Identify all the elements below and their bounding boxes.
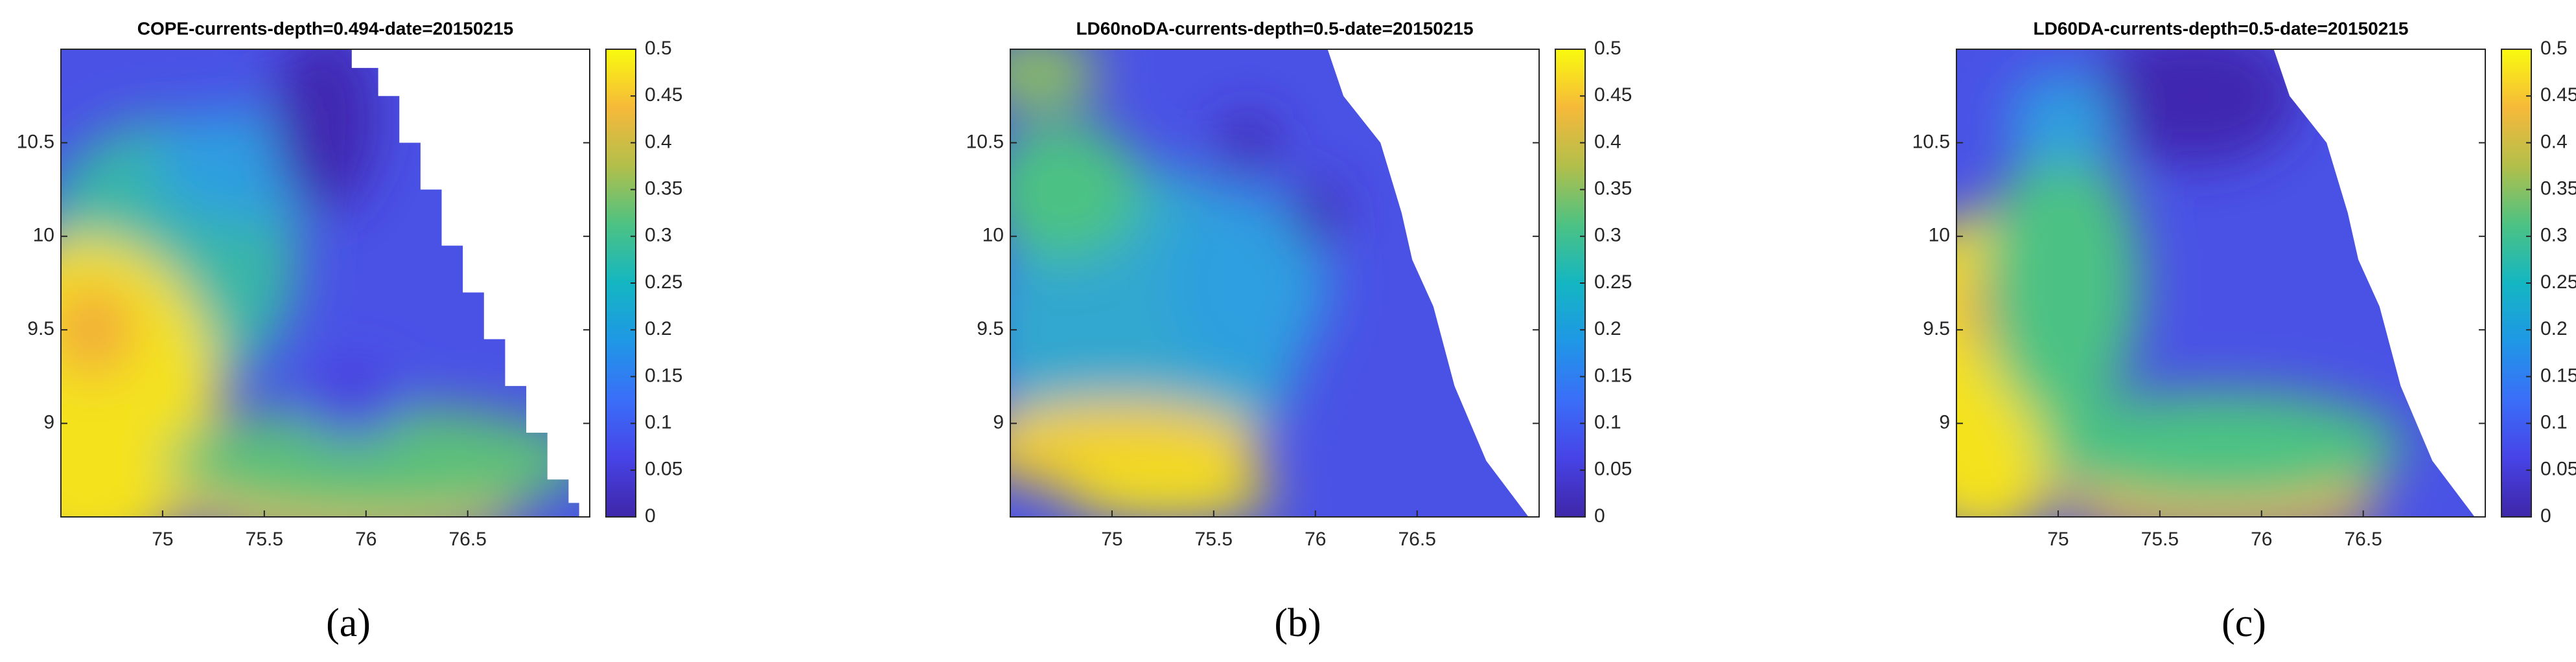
field-blobs: [61, 49, 590, 517]
colorbar-tick-label: 0.05: [645, 459, 682, 480]
colorbar-tick-label: 0: [2540, 505, 2551, 527]
colorbar-tick-label: 0.4: [2540, 131, 2568, 152]
y-tick-label: 9: [43, 412, 54, 433]
chart-title: LD60noDA-currents-depth=0.5-date=2015021…: [1076, 18, 1473, 38]
y-tick-label: 10: [982, 225, 1004, 246]
subfigure-label: (b): [1274, 601, 1321, 645]
colorbar-tick-label: 0.25: [1594, 271, 1632, 293]
colorbar-tick-label: 0.25: [645, 271, 682, 293]
axes-box: [1010, 49, 1540, 518]
y-tick-label: 9.5: [1923, 318, 1950, 339]
land: [2273, 49, 2485, 517]
x-tick-label: 76.5: [448, 529, 486, 550]
field-blob: [2089, 49, 2301, 166]
colorbar-tick-label: 0.15: [2540, 365, 2576, 386]
y-tick-label: 10.5: [1912, 131, 1950, 152]
field-blob: [2009, 73, 2115, 166]
colorbar-tick-label: 0.35: [645, 178, 682, 200]
colorbar-tick-label: 0.05: [1594, 459, 1632, 480]
colorbar-tick-label: 0.25: [2540, 271, 2576, 293]
colorbar-tick-label: 0.3: [1594, 225, 1621, 246]
colorbar-tick-label: 0.2: [645, 318, 672, 339]
colorbar-tick-label: 0.15: [645, 365, 682, 386]
land: [351, 49, 590, 517]
x-tick-label: 75.5: [1195, 529, 1233, 550]
colorbar-tick-label: 0.4: [645, 131, 672, 152]
field-blob: [1982, 143, 2142, 424]
colorbar-tick-label: 0.3: [645, 225, 672, 246]
field-blob: [167, 404, 590, 517]
field-blobs: [1956, 49, 2406, 517]
y-tick-label: 10: [33, 225, 54, 246]
field-blob: [1010, 49, 1100, 110]
colorbar-tick-label: 0.05: [2540, 459, 2576, 480]
chart-title: COPE-currents-depth=0.494-date=20150215: [137, 18, 514, 38]
field-blob: [61, 283, 135, 377]
colorbar-tick-label: 0.35: [1594, 178, 1632, 200]
y-tick-label: 9.5: [27, 318, 54, 339]
chart-title: LD60DA-currents-depth=0.5-date=20150215: [2034, 18, 2409, 38]
colorbar-tick-label: 0.45: [2540, 84, 2576, 106]
x-tick-label: 75: [2047, 529, 2069, 550]
panel: 75 75.5 76 76.5 9 9.5 10 10.5 LD60DA-currents-de…: [1912, 18, 2576, 645]
colorbar-tick-label: 0.1: [645, 412, 672, 433]
field-blob: [1168, 189, 1328, 377]
field: [61, 49, 590, 517]
colorbar-tick-label: 0.45: [645, 84, 682, 106]
y-tick-label: 9.5: [977, 318, 1004, 339]
colorbar-tick-label: 0.1: [2540, 412, 2568, 433]
x-tick-label: 75.5: [246, 529, 283, 550]
colorbar-tick-label: 0.35: [2540, 178, 2576, 200]
field-blob: [1290, 180, 1344, 246]
subfigure-label: (c): [2222, 601, 2266, 645]
colorbar-tick-label: 0: [1594, 505, 1605, 527]
colorbar-tick-label: 0.15: [1594, 365, 1632, 386]
field-blob: [1010, 119, 1143, 260]
colorbar-tick-label: 0.5: [1594, 38, 1621, 59]
x-tick-label: 76.5: [2344, 529, 2382, 550]
field-blob: [1063, 465, 1275, 517]
y-tick-label: 10: [1929, 225, 1950, 246]
y-tick-label: 10.5: [17, 131, 54, 152]
colorbar-tick-label: 0.2: [1594, 318, 1621, 339]
land: [1327, 49, 1539, 517]
axes-box: [60, 49, 590, 518]
field-blob: [2036, 391, 2406, 503]
colorbar-tick-label: 0.5: [2540, 38, 2568, 59]
colorbar-tick-label: 0.4: [1594, 131, 1621, 152]
x-tick-label: 75: [152, 529, 173, 550]
subfigure-label: (a): [326, 601, 371, 645]
y-tick-label: 9: [1939, 412, 1950, 433]
y-tick-label: 9: [993, 412, 1004, 433]
x-tick-label: 76.5: [1398, 529, 1435, 550]
field-blob: [272, 49, 378, 213]
colorbar-tick-label: 0.2: [2540, 318, 2568, 339]
colorbar-tick-label: 0: [645, 505, 656, 527]
colorbar-tick-label: 0.1: [1594, 412, 1621, 433]
x-tick-label: 75: [1101, 529, 1122, 550]
colorbar-tick-label: 0.45: [1594, 84, 1632, 106]
field: [1010, 49, 1539, 517]
panel: 75 75.5 76 76.5 9 9.5 10 10.5 LD60noDA-currents-…: [966, 18, 1632, 645]
colorbar-tick-label: 0.3: [2540, 225, 2568, 246]
field-blobs: [1010, 49, 1344, 517]
x-tick-label: 76: [355, 529, 377, 550]
colorbar-tick-label: 0.5: [645, 38, 672, 59]
panel: 75 75.5 76 76.5 9 9.5 10 10.5 COPE-currents-dept…: [17, 18, 683, 645]
field-blob: [299, 362, 405, 438]
x-tick-label: 76: [2251, 529, 2272, 550]
field: [1956, 49, 2485, 517]
field-blob: [1216, 115, 1281, 171]
x-tick-label: 75.5: [2141, 529, 2179, 550]
axes-box: [1956, 49, 2486, 518]
y-tick-label: 10.5: [966, 131, 1004, 152]
x-tick-label: 76: [1305, 529, 1326, 550]
